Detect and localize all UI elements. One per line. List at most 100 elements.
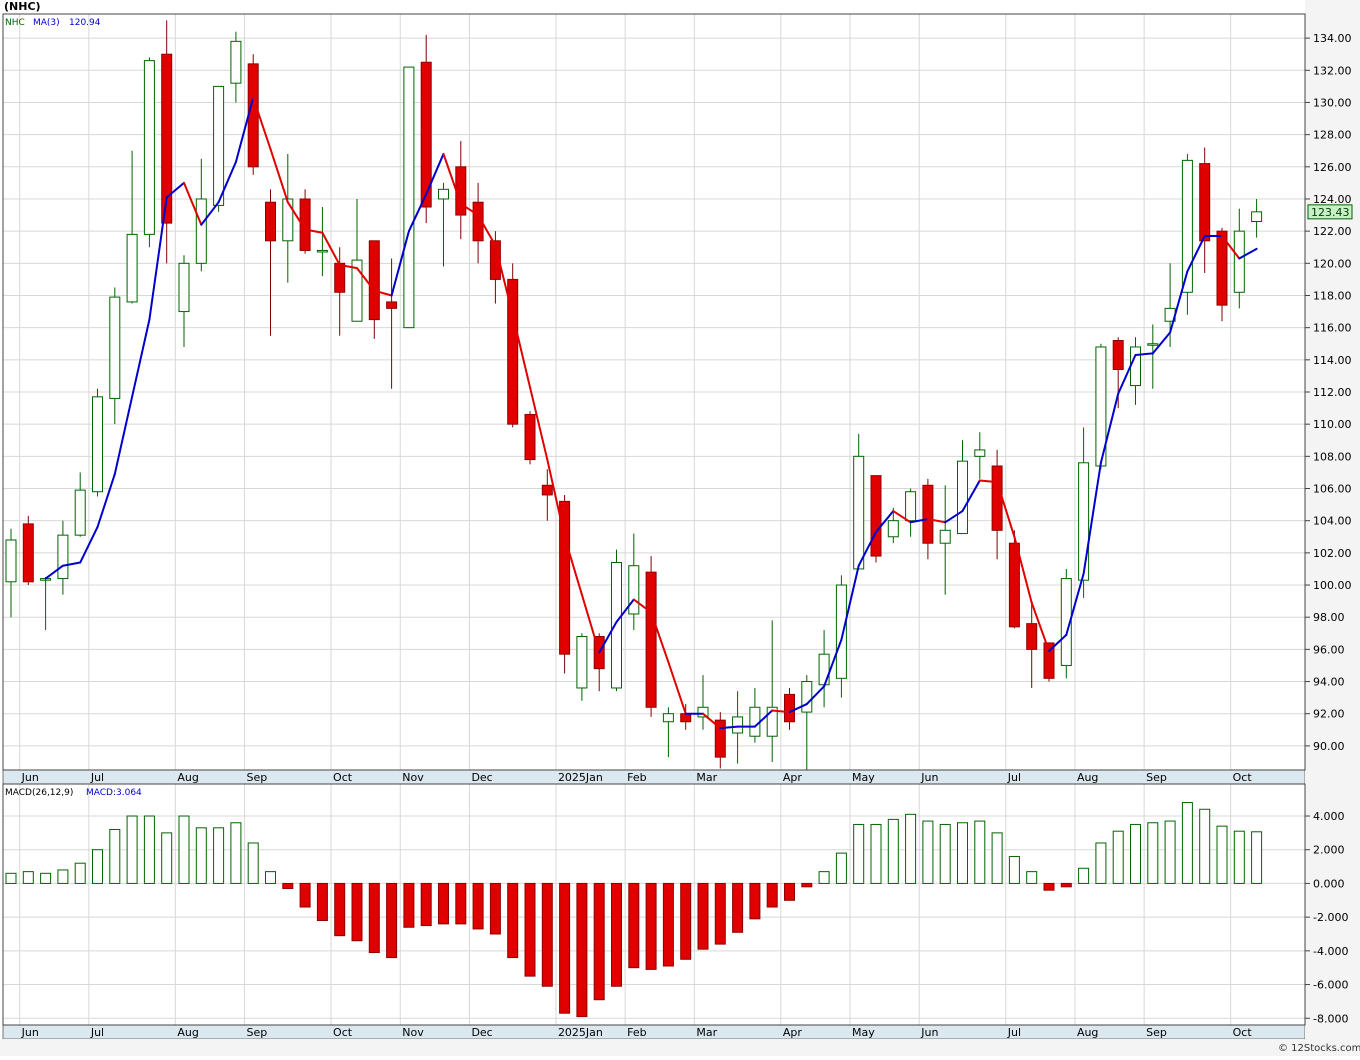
- macd-legend-value: MACD:3.064: [86, 788, 142, 798]
- x-tick-label-upper: Oct: [1233, 771, 1253, 784]
- last-price-badge: [1307, 204, 1353, 220]
- macd-bar: [472, 882, 484, 930]
- candle-body: [559, 500, 571, 655]
- macd-y-axis: 4.000 2.000 0.000 -2.000 -4.000 -6.000 -8.000: [1305, 810, 1348, 1025]
- x-tick-label-upper: May: [852, 771, 875, 784]
- candle-body: [143, 60, 155, 235]
- x-axis: Jun Jun Jul Jul Aug Aug Sep Sep Oct Oct Nov Nov Dec D…: [21, 771, 1253, 1039]
- price-y-tick-label: 100.00: [1313, 579, 1352, 592]
- candle-body: [1060, 578, 1072, 666]
- macd-bar: [576, 882, 588, 1018]
- price-y-tick-label: 112.00: [1313, 386, 1352, 399]
- candle: [1008, 530, 1020, 629]
- candle-body: [368, 240, 380, 321]
- x-tick-label-upper: Jun: [920, 771, 938, 784]
- ma-line: [44, 96, 1258, 730]
- price-y-tick-label: 108.00: [1313, 450, 1352, 463]
- candle-body: [1251, 211, 1263, 222]
- candle: [939, 485, 951, 595]
- ma-segment: [1169, 270, 1189, 334]
- x-tick-label-lower: May: [852, 1026, 875, 1039]
- x-tick-label-lower: Aug: [177, 1026, 198, 1039]
- candle: [801, 675, 813, 770]
- price-y-tick-label: 118.00: [1313, 289, 1352, 302]
- candle-body: [5, 539, 17, 583]
- ma-segment: [96, 473, 116, 529]
- candle: [472, 182, 484, 264]
- macd-bar: [611, 882, 622, 987]
- ma-segment: [1065, 572, 1085, 636]
- ma-segment: [598, 621, 618, 654]
- ma-segment: [580, 593, 601, 654]
- candle: [299, 189, 311, 254]
- macd-bar: [939, 823, 951, 884]
- candle-body: [195, 198, 207, 264]
- ma-segment: [200, 201, 220, 226]
- last-price-text: 123.43: [1311, 206, 1350, 219]
- x-tick-label-lower: Jun: [21, 1026, 39, 1039]
- chart-title: (NHC): [4, 0, 41, 13]
- candle-body: [57, 534, 69, 580]
- candle: [524, 411, 536, 465]
- x-tick-label-upper: 2025Jan: [558, 771, 603, 784]
- ma-segment: [373, 289, 393, 297]
- price-y-tick-label: 102.00: [1313, 547, 1352, 560]
- candle: [645, 556, 657, 717]
- candle: [870, 475, 882, 563]
- ma-segment: [269, 148, 289, 204]
- price-y-tick-label: 106.00: [1313, 483, 1352, 496]
- macd-bar: [749, 882, 761, 920]
- price-y-tick-label: 126.00: [1313, 161, 1352, 174]
- candle: [213, 85, 225, 212]
- ma-segment: [978, 479, 999, 484]
- candle: [887, 507, 899, 544]
- candle-body: [1026, 623, 1038, 650]
- macd-bar: [386, 882, 398, 959]
- candle-body: [784, 693, 795, 723]
- candle-body: [905, 491, 917, 522]
- macd-bar: [835, 852, 847, 884]
- candle: [92, 388, 103, 497]
- ma-segment: [304, 228, 324, 234]
- candle: [57, 520, 69, 595]
- macd-bar: [299, 882, 311, 908]
- price-y-tick-label: 114.00: [1313, 354, 1352, 367]
- candle: [662, 707, 674, 758]
- x-tick-label-lower: Aug: [1077, 1026, 1098, 1039]
- macd-y-tick-label: 0.000: [1313, 877, 1345, 890]
- macd-bar: [732, 882, 744, 933]
- macd-bar: [265, 871, 276, 884]
- candle-body: [386, 301, 398, 309]
- ma-segment: [252, 96, 272, 151]
- credit-text: © 12Stocks.com: [1278, 1043, 1360, 1054]
- macd-bar: [351, 882, 363, 942]
- x-tick-label-upper: Mar: [696, 771, 717, 784]
- candle-body: [645, 571, 657, 708]
- candle-body: [22, 523, 34, 583]
- macd-bar: [1216, 825, 1228, 884]
- legend-symbol: NHC: [5, 18, 25, 28]
- macd-bar: [524, 882, 536, 977]
- price-y-tick-label: 130.00: [1313, 96, 1352, 109]
- candle-body: [1181, 159, 1193, 293]
- macd-bar: [628, 882, 640, 969]
- ma-segment: [390, 230, 410, 297]
- ma-segment: [1238, 247, 1258, 260]
- candle-body: [922, 484, 934, 544]
- ma-segment: [632, 598, 653, 614]
- macd-y-tick-label: 4.000: [1313, 810, 1345, 823]
- ma-segment: [563, 535, 583, 596]
- candle-body: [109, 296, 121, 399]
- candle-body: [472, 201, 484, 242]
- ma-segment: [875, 510, 895, 533]
- ma-segment: [805, 685, 826, 706]
- macd-bar: [1078, 867, 1090, 884]
- x-tick-label-upper: Jul: [1007, 771, 1021, 784]
- x-tick-label-lower: Oct: [1233, 1026, 1253, 1039]
- macd-bar: [230, 822, 242, 884]
- candle-body: [524, 414, 536, 461]
- x-tick-label-upper: Aug: [1077, 771, 1098, 784]
- x-tick-label-upper: Jul: [90, 771, 104, 784]
